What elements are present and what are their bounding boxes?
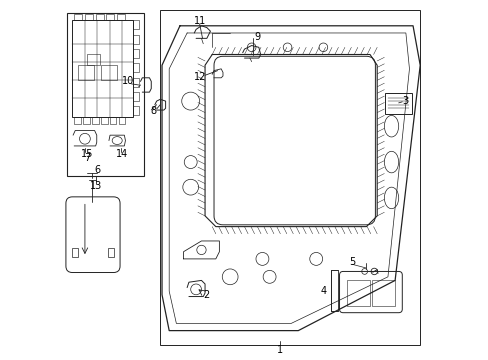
Text: 8: 8 <box>150 106 156 116</box>
Text: 3: 3 <box>402 96 408 106</box>
Bar <box>106 14 114 21</box>
Bar <box>96 14 103 21</box>
Text: 13: 13 <box>89 181 102 191</box>
Text: 2: 2 <box>203 290 209 300</box>
Text: 14: 14 <box>116 149 128 159</box>
Text: 15: 15 <box>81 149 93 159</box>
Bar <box>132 92 139 101</box>
Bar <box>132 107 139 116</box>
Text: 12: 12 <box>193 72 205 82</box>
Bar <box>117 14 125 21</box>
Bar <box>107 248 114 257</box>
Bar <box>160 10 419 345</box>
Bar <box>72 21 132 117</box>
Bar <box>101 117 107 124</box>
Bar <box>371 280 394 306</box>
Bar <box>346 280 369 306</box>
Text: 5: 5 <box>348 257 354 267</box>
Text: 7: 7 <box>84 153 91 163</box>
Bar <box>78 65 94 80</box>
Bar <box>330 270 337 311</box>
Text: 11: 11 <box>193 17 205 27</box>
Bar <box>86 54 100 65</box>
Bar <box>110 117 116 124</box>
Bar <box>119 117 125 124</box>
Bar <box>83 117 89 124</box>
Bar <box>132 35 139 44</box>
Bar <box>92 117 99 124</box>
FancyBboxPatch shape <box>339 271 402 313</box>
Text: 10: 10 <box>122 76 134 86</box>
Bar <box>101 65 117 80</box>
Bar <box>132 78 139 87</box>
FancyBboxPatch shape <box>66 197 120 273</box>
Bar <box>74 14 82 21</box>
Bar <box>132 49 139 58</box>
Text: 6: 6 <box>94 165 101 175</box>
Text: 1: 1 <box>277 345 283 355</box>
Bar <box>74 117 81 124</box>
Bar <box>132 63 139 72</box>
Text: 9: 9 <box>254 32 260 41</box>
Bar <box>72 248 78 257</box>
Bar <box>132 21 139 30</box>
Bar <box>67 13 144 176</box>
FancyBboxPatch shape <box>385 93 411 114</box>
Text: 4: 4 <box>320 286 326 296</box>
Bar <box>85 14 93 21</box>
FancyBboxPatch shape <box>214 56 375 225</box>
